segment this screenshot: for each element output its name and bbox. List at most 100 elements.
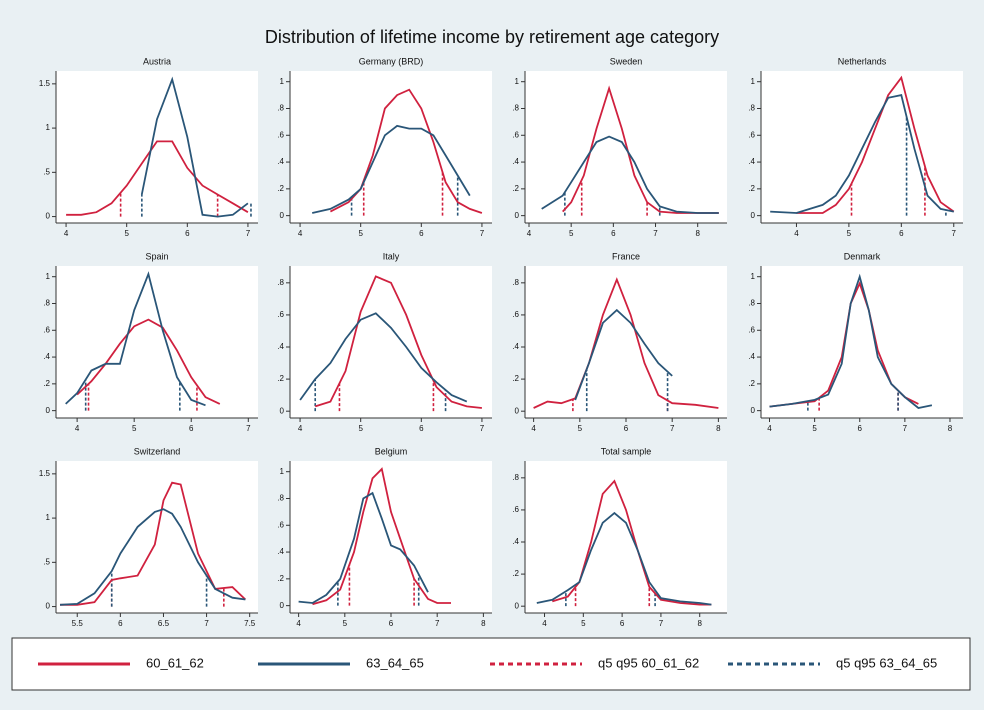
x-tick-label: 6 (899, 229, 904, 238)
x-tick-label: 4 (75, 424, 80, 433)
y-tick-label: 0 (280, 406, 285, 415)
density-line (66, 140, 249, 216)
x-tick-label: 4 (527, 229, 532, 238)
density-line (312, 467, 451, 606)
y-tick-label: .4 (512, 342, 519, 351)
y-tick-label: .4 (277, 547, 284, 556)
x-tick-label: 4 (794, 229, 799, 238)
panel-title: Germany (BRD) (359, 56, 424, 66)
x-tick-label: 6 (620, 619, 625, 628)
y-tick-label: .2 (512, 569, 519, 578)
x-tick-label: 7 (903, 424, 908, 433)
panel-title: Total sample (601, 446, 652, 456)
x-tick-label: 4 (767, 424, 772, 433)
x-tick-label: 7 (480, 424, 485, 433)
density-line (536, 511, 712, 606)
x-tick-label: 7 (204, 619, 209, 628)
y-tick-label: .8 (43, 299, 50, 308)
legend-label: 60_61_62 (146, 655, 204, 670)
plot-area (525, 461, 727, 613)
y-tick-label: 0 (46, 212, 51, 221)
x-tick-label: 6 (419, 424, 424, 433)
y-tick-label: .2 (748, 184, 755, 193)
plot-area (56, 266, 258, 418)
x-tick-label: 5 (132, 424, 137, 433)
x-tick-label: 7 (670, 424, 675, 433)
x-tick-label: 6 (389, 619, 394, 628)
y-tick-label: .6 (512, 130, 519, 139)
x-tick-label: 8 (697, 619, 702, 628)
x-tick-label: 6 (858, 424, 863, 433)
x-tick-label: 5 (847, 229, 852, 238)
density-line (298, 491, 429, 604)
y-tick-label: 0 (280, 601, 285, 610)
y-tick-label: .2 (277, 184, 284, 193)
density-line (796, 75, 955, 214)
panel-title: Spain (145, 251, 168, 261)
density-line (770, 94, 954, 214)
x-tick-label: 7 (653, 229, 658, 238)
y-tick-label: .5 (43, 167, 50, 176)
y-tick-label: .2 (43, 379, 50, 388)
x-tick-label: 8 (695, 229, 700, 238)
x-tick-label: 5 (581, 619, 586, 628)
density-line (140, 76, 249, 218)
panel-title: Austria (143, 56, 171, 66)
y-tick-label: 0 (46, 602, 51, 611)
plot-area (525, 266, 727, 418)
y-tick-label: 1 (515, 77, 520, 86)
x-tick-label: 6 (611, 229, 616, 238)
y-tick-label: .8 (512, 473, 519, 482)
y-tick-label: .2 (512, 374, 519, 383)
x-tick-label: 6 (185, 229, 190, 238)
y-tick-label: .8 (277, 104, 284, 113)
y-tick-label: .6 (277, 520, 284, 529)
y-tick-label: .8 (748, 104, 755, 113)
y-tick-label: 1 (751, 272, 756, 281)
x-tick-label: 6 (624, 424, 629, 433)
plot-area (290, 266, 492, 418)
x-tick-label: 5 (812, 424, 817, 433)
x-tick-label: 7 (246, 424, 251, 433)
y-tick-label: .6 (748, 130, 755, 139)
y-tick-label: .8 (512, 104, 519, 113)
chart-title: Distribution of lifetime income by retir… (265, 27, 719, 47)
y-tick-label: .6 (512, 505, 519, 514)
density-line (59, 508, 246, 606)
x-tick-label: 5 (578, 424, 583, 433)
y-tick-label: .6 (43, 325, 50, 334)
panel-title: Switzerland (134, 446, 181, 456)
y-tick-label: .4 (748, 352, 755, 361)
density-line (65, 271, 206, 407)
y-tick-label: .2 (748, 379, 755, 388)
y-tick-label: .4 (512, 157, 519, 166)
y-tick-label: 1 (46, 272, 51, 281)
x-tick-label: 4 (531, 424, 536, 433)
x-tick-label: 8 (716, 424, 721, 433)
x-tick-label: 6 (189, 424, 194, 433)
density-line (533, 277, 719, 409)
x-tick-label: 4 (542, 619, 547, 628)
y-tick-label: .8 (277, 494, 284, 503)
density-line (574, 308, 673, 401)
y-tick-label: 1.5 (39, 79, 51, 88)
panel-title: Sweden (610, 56, 643, 66)
y-tick-label: 1 (46, 513, 51, 522)
y-tick-label: .2 (277, 574, 284, 583)
y-tick-label: .4 (277, 342, 284, 351)
y-tick-label: .8 (277, 278, 284, 287)
y-tick-label: .6 (748, 325, 755, 334)
y-tick-label: .2 (277, 374, 284, 383)
y-tick-label: 0 (46, 406, 51, 415)
x-tick-label: 4 (298, 229, 303, 238)
x-tick-label: 5 (358, 424, 363, 433)
panel-title: Netherlands (838, 56, 887, 66)
y-tick-label: 1 (280, 467, 285, 476)
x-tick-label: 7 (246, 229, 251, 238)
x-tick-label: 5 (569, 229, 574, 238)
panel-title: Italy (383, 251, 400, 261)
density-line (541, 135, 719, 214)
y-tick-label: 0 (515, 601, 520, 610)
